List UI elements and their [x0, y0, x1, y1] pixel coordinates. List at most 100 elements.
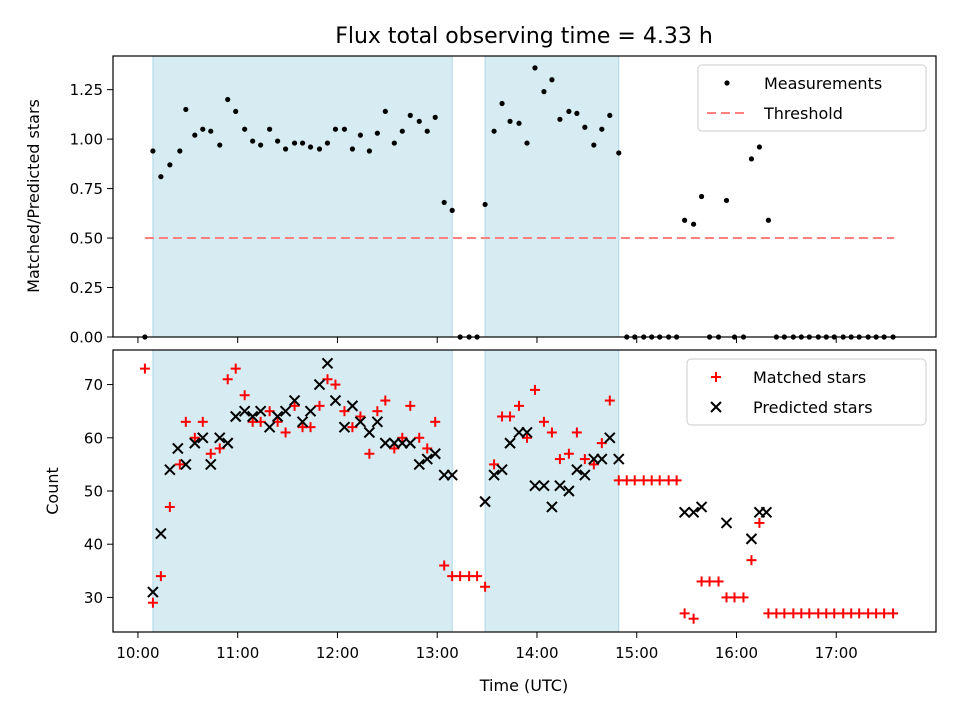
matched-star-point	[563, 448, 574, 459]
matched-star-point	[372, 406, 383, 417]
predicted-star-stroke-b	[363, 426, 376, 439]
predicted-star-point	[229, 410, 242, 423]
measurement-point	[557, 116, 563, 122]
matched-star-point	[164, 501, 175, 512]
predicted-star-stroke-b	[246, 410, 259, 423]
predicted-star-point	[197, 432, 209, 444]
measurement-point	[499, 100, 505, 107]
measurement-point	[250, 138, 256, 144]
x-tick-label: 13:00	[416, 644, 459, 662]
measurement-point	[582, 124, 588, 130]
predicted-star-stroke-b	[346, 400, 359, 412]
predicted-star-point	[613, 453, 625, 465]
measurement-point	[765, 217, 772, 223]
measurement-point	[491, 128, 497, 134]
x-tick-label: 17:00	[815, 644, 858, 662]
predicted-star-stroke-b	[613, 453, 625, 465]
matched-star-point	[280, 427, 291, 438]
predicted-star-stroke-b	[720, 517, 733, 529]
matched-star-point	[205, 448, 216, 459]
predicted-star-stroke-b	[189, 437, 201, 449]
predicted-star-stroke-b	[504, 437, 516, 449]
measurement-point	[192, 132, 198, 138]
measurement-point	[532, 65, 538, 71]
predicted-star-point	[563, 485, 575, 497]
measurement-point	[690, 221, 697, 227]
measurement-point	[574, 110, 580, 116]
matched-star-point	[554, 454, 565, 465]
matched-star-point	[804, 608, 815, 619]
measurement-point	[549, 77, 555, 83]
y-tick-label: 0.00	[70, 329, 103, 347]
measurement-point	[200, 126, 206, 132]
measurement-point	[217, 142, 223, 148]
predicted-star-stroke-b	[571, 464, 583, 476]
predicted-star-stroke-b	[563, 485, 575, 497]
ratio-panel-axes: 0.00 0.25 0.50 0.75 1.00 1.25	[70, 55, 937, 347]
measurement-point	[307, 144, 314, 150]
matched-star-point	[289, 400, 300, 411]
predicted-star-stroke-b	[338, 421, 351, 433]
matched-star-point	[139, 363, 150, 374]
predicted-star-point	[354, 416, 367, 428]
x-tick-label: 12:00	[316, 644, 359, 662]
y-tick-label: 0.25	[70, 279, 103, 297]
measurement-point	[233, 108, 239, 115]
predicted-star-stroke-b	[371, 416, 384, 428]
predicted-star-stroke-b	[479, 495, 491, 508]
predicted-star-stroke-b	[222, 437, 234, 449]
predicted-star-stroke-b	[205, 458, 217, 471]
measurement-point	[374, 130, 380, 136]
predicted-star-stroke-b	[429, 448, 441, 460]
measurement-point	[299, 140, 306, 146]
measurement-point	[177, 148, 183, 154]
predicted-star-stroke-b	[554, 479, 566, 492]
measurement-point	[591, 142, 597, 148]
matched-star-point	[713, 576, 724, 587]
matched-star-point	[197, 416, 208, 427]
predicted-star-point	[205, 458, 217, 471]
predicted-star-point	[529, 479, 541, 492]
matched-star-point	[754, 517, 765, 528]
x-tick-label: 15:00	[615, 644, 658, 662]
matched-star-point	[222, 374, 233, 385]
predicted-star-point	[446, 469, 458, 481]
predicted-star-point	[321, 357, 334, 370]
measurement-point	[267, 126, 273, 132]
predicted-star-point	[596, 453, 608, 465]
predicted-star-point	[246, 410, 259, 423]
ratio-panel: 0.00 0.25 0.50 0.75 1.00 1.25 Matched/Predict…	[24, 55, 937, 347]
y-tick-label: 1.25	[70, 81, 103, 99]
measurement-point	[756, 144, 763, 150]
predicted-star-point	[413, 458, 425, 471]
measurement-point	[349, 146, 356, 152]
measurement-point	[566, 108, 572, 115]
predicted-star-point	[720, 517, 733, 529]
measurement-point	[324, 140, 331, 146]
predicted-star-point	[546, 501, 558, 513]
predicted-star-point	[222, 437, 234, 449]
measurement-point	[723, 197, 730, 204]
legend-box	[686, 358, 927, 426]
predicted-star-stroke-b	[579, 469, 591, 481]
measurement-point	[507, 118, 513, 124]
measurement-point	[599, 126, 605, 132]
y-tick-label: 70	[84, 376, 103, 394]
predicted-star-point	[479, 495, 491, 508]
predicted-star-point	[180, 458, 192, 471]
predicted-star-stroke-b	[288, 394, 301, 407]
predicted-star-stroke-b	[238, 405, 251, 417]
predicted-star-point	[404, 437, 416, 449]
measurement-point	[291, 140, 298, 146]
predicted-star-point	[164, 464, 176, 476]
legend-entry-label: Predicted stars	[753, 398, 873, 417]
matched-star-point	[430, 416, 441, 427]
matched-star-point	[679, 608, 690, 619]
measurement-point	[332, 126, 339, 132]
predicted-star-stroke-b	[745, 533, 758, 545]
predicted-star-stroke-b	[488, 469, 500, 481]
predicted-star-point	[147, 586, 159, 598]
measurement-point	[167, 162, 173, 168]
matched-star-point	[704, 576, 715, 587]
ratio-legend: Measurements Threshold	[697, 64, 927, 132]
